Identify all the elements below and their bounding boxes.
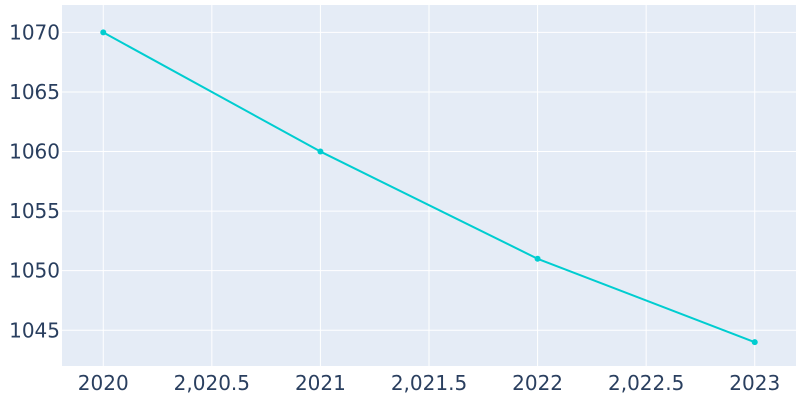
y-tick-label: 1050: [9, 259, 60, 283]
x-tick-label: 2,021.5: [391, 371, 467, 395]
y-tick-label: 1070: [9, 20, 60, 44]
y-tick-label: 1060: [9, 140, 60, 164]
x-tick-label: 2021: [295, 371, 346, 395]
data-point: [534, 255, 541, 262]
data-point: [751, 339, 758, 346]
x-tick-label: 2022: [512, 371, 563, 395]
x-tick-label: 2,022.5: [608, 371, 684, 395]
data-point: [100, 29, 107, 36]
data-point: [317, 148, 324, 155]
x-axis-tick-labels: 2020 2,020.5 2021 2,021.5 2022 2,022.5 2023: [78, 371, 780, 395]
series-line: [102, 31, 756, 344]
y-tick-label: 1055: [9, 199, 60, 223]
y-tick-label: 1045: [9, 318, 60, 342]
y-tick-label: 1065: [9, 80, 60, 104]
series-layer: [100, 29, 758, 346]
x-tick-label: 2023: [729, 371, 780, 395]
x-tick-label: 2,020.5: [174, 371, 250, 395]
x-tick-label: 2020: [78, 371, 129, 395]
y-axis-tick-labels: 1045 1050 1055 1060 1065 1070: [9, 20, 60, 342]
grid-lines: [62, 5, 796, 366]
